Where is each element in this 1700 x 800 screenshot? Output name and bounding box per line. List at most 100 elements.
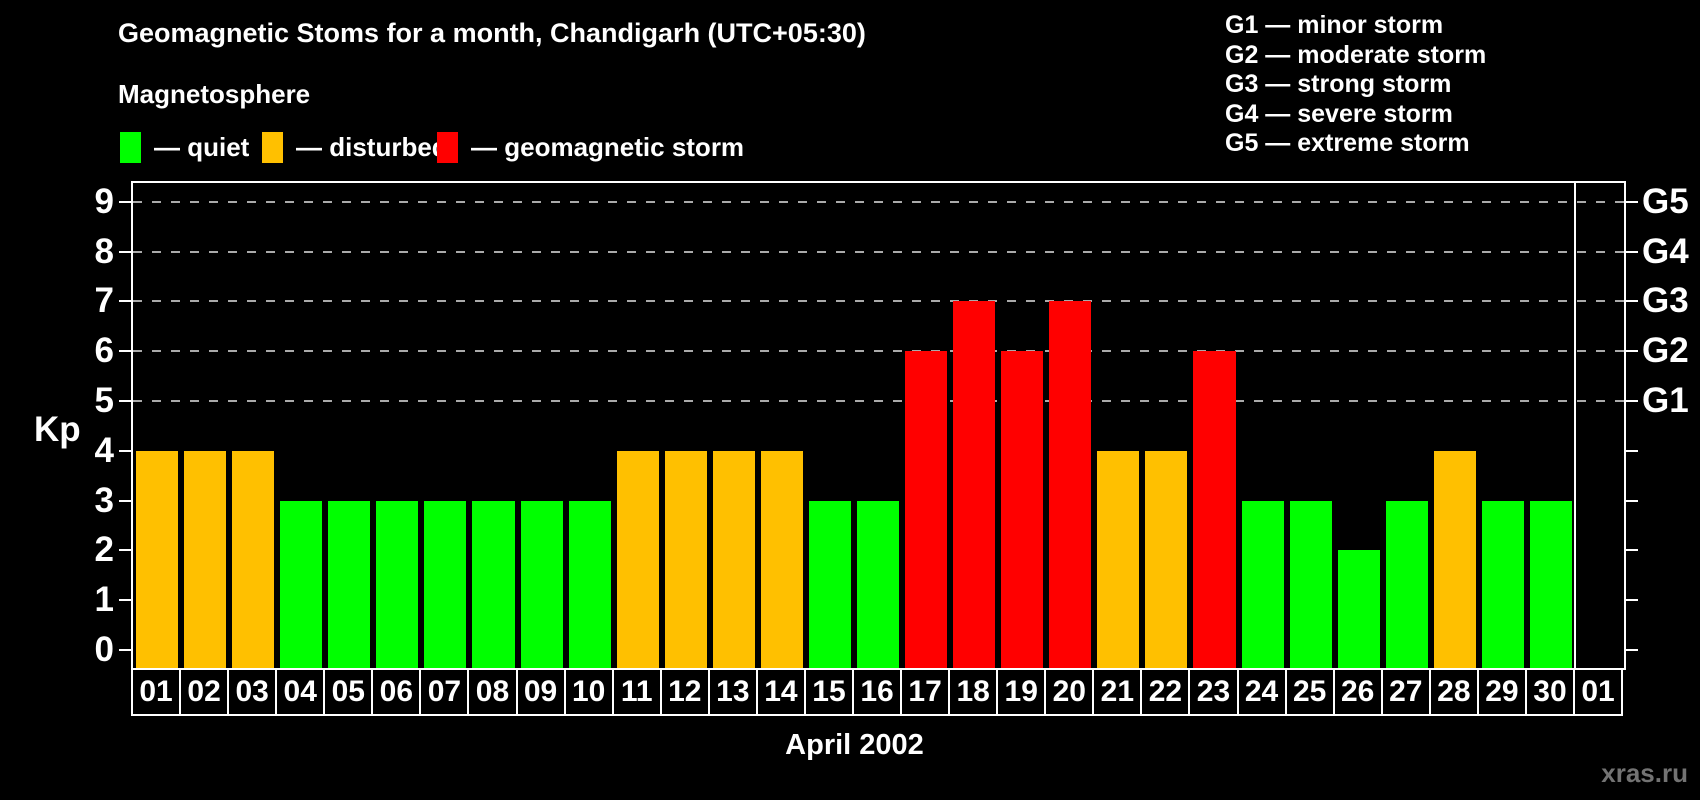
g-tick-label-g1: G1 — [1642, 381, 1689, 420]
day-label-22: 22 — [1140, 668, 1191, 716]
legend-title: Magnetosphere — [118, 79, 311, 109]
day-label-12: 12 — [659, 668, 710, 716]
bar-day-12 — [664, 450, 707, 668]
kp-tick-label-7: 7 — [94, 281, 114, 321]
y-axis-label: Kp — [34, 410, 81, 449]
left-tick-kp0 — [119, 649, 131, 651]
left-tick-kp8 — [119, 250, 131, 253]
bar-day-02 — [184, 450, 227, 668]
gridline-kp7 — [133, 300, 1624, 303]
legend-item-label: — disturbed — [296, 131, 448, 162]
kp-tick-label-2: 2 — [94, 530, 114, 570]
bar-day-11 — [616, 450, 659, 668]
day-label-24: 24 — [1236, 668, 1287, 716]
day-label-20: 20 — [1044, 668, 1095, 716]
kp-tick-label-3: 3 — [94, 480, 114, 520]
x-axis-title: April 2002 — [785, 729, 924, 761]
bar-day-30 — [1529, 500, 1572, 668]
bar-day-07 — [424, 500, 467, 668]
right-tick-kp0 — [1626, 649, 1638, 651]
day-label-14: 14 — [755, 668, 806, 716]
g-scale-legend-line: G1 — minor storm — [1225, 11, 1444, 39]
bar-day-10 — [568, 500, 611, 668]
kp-tick-label-4: 4 — [94, 430, 114, 470]
day-label-01: 01 — [131, 668, 182, 716]
day-label-07: 07 — [419, 668, 470, 716]
day-label-17: 17 — [900, 668, 951, 716]
day-label-03: 03 — [227, 668, 278, 716]
day-label-08: 08 — [467, 668, 518, 716]
bar-day-23 — [1193, 351, 1236, 668]
left-tick-kp9 — [119, 200, 131, 203]
disturbed-color-swatch — [262, 131, 283, 163]
day-label-29: 29 — [1476, 668, 1527, 716]
day-label-19: 19 — [996, 668, 1047, 716]
bar-day-03 — [232, 450, 275, 668]
bar-day-06 — [376, 500, 419, 668]
day-label-10: 10 — [563, 668, 614, 716]
day-label-06: 06 — [371, 668, 422, 716]
right-tick-kp5 — [1626, 400, 1638, 402]
legend-item-label: — geomagnetic storm — [471, 131, 745, 162]
gridline-kp8 — [133, 250, 1624, 253]
day-label-05: 05 — [323, 668, 374, 716]
right-tick-kp2 — [1626, 549, 1638, 552]
g-scale-legend-line: G2 — moderate storm — [1225, 40, 1487, 69]
bar-day-08 — [472, 500, 515, 668]
g-tick-label-g3: G3 — [1642, 281, 1689, 321]
g-tick-label-g2: G2 — [1642, 331, 1689, 371]
g-tick-label-g4: G4 — [1642, 231, 1689, 271]
day-label-30: 30 — [1524, 668, 1575, 716]
bar-day-20 — [1049, 301, 1092, 668]
right-tick-kp3 — [1626, 499, 1638, 502]
kp-tick-label-1: 1 — [94, 580, 114, 620]
day-label-25: 25 — [1284, 668, 1335, 716]
left-tick-kp2 — [119, 549, 131, 552]
right-tick-kp7 — [1626, 300, 1638, 303]
watermark: xras.ru — [1601, 758, 1688, 788]
kp-tick-label-9: 9 — [94, 181, 114, 221]
g-scale-legend-line: G4 — severe storm — [1225, 99, 1453, 128]
bar-day-26 — [1337, 550, 1380, 668]
left-tick-kp3 — [119, 499, 131, 502]
bar-day-09 — [520, 500, 563, 668]
day-label-23: 23 — [1188, 668, 1239, 716]
bar-day-18 — [953, 301, 996, 668]
day-label-15: 15 — [803, 668, 854, 716]
legend-item-disturbed: — disturbed — [262, 131, 448, 163]
right-tick-kp6 — [1626, 350, 1638, 353]
bar-day-01 — [136, 450, 179, 668]
day-label-26: 26 — [1332, 668, 1383, 716]
plot-area — [131, 181, 1626, 670]
day-label-21: 21 — [1092, 668, 1143, 716]
day-label-28: 28 — [1428, 668, 1479, 716]
legend-item-quiet: — quiet — [120, 131, 249, 163]
day-label-18: 18 — [948, 668, 999, 716]
gridline-kp9 — [133, 200, 1624, 203]
gridline-kp5 — [133, 400, 1624, 402]
kp-tick-label-6: 6 — [94, 331, 114, 371]
legend-item-label: — quiet — [154, 131, 250, 162]
left-tick-kp7 — [119, 300, 131, 303]
left-tick-kp5 — [119, 400, 131, 402]
left-tick-kp1 — [119, 599, 131, 602]
day-label-13: 13 — [707, 668, 758, 716]
left-tick-kp4 — [119, 449, 131, 452]
bar-day-13 — [712, 450, 755, 668]
bar-day-19 — [1001, 351, 1044, 668]
bar-day-27 — [1385, 500, 1428, 668]
day-label-04: 04 — [275, 668, 326, 716]
day-label-01-next: 01 — [1573, 668, 1624, 716]
bar-day-22 — [1145, 450, 1188, 668]
gridline-kp6 — [133, 350, 1624, 353]
bar-day-05 — [328, 500, 371, 668]
quiet-color-swatch — [120, 131, 141, 163]
day-label-11: 11 — [611, 668, 662, 716]
bar-day-28 — [1433, 450, 1476, 668]
month-end-separator — [1574, 183, 1576, 668]
right-tick-kp9 — [1626, 200, 1638, 203]
right-tick-kp1 — [1626, 599, 1638, 602]
kp-tick-label-8: 8 — [94, 231, 114, 271]
g-scale-legend: G1 — minor storm G2 — moderate storm G3 … — [1225, 11, 1486, 159]
